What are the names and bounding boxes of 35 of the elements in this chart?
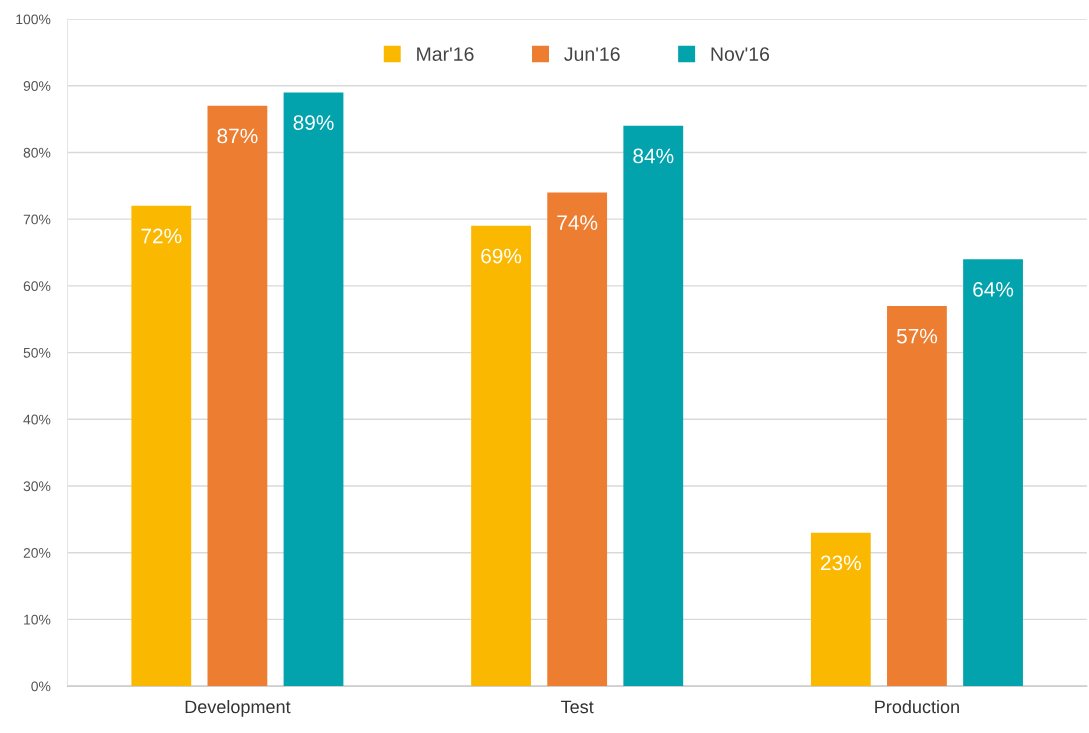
- data-label: 74%: [557, 215, 598, 230]
- y-tick-label: 10%: [24, 614, 51, 625]
- data-label: 57%: [896, 328, 938, 344]
- y-tick-label: 60%: [23, 281, 51, 292]
- x-tick-label: Development: [185, 699, 291, 717]
- bar: [887, 305, 947, 687]
- bar: [547, 192, 608, 687]
- data-label: 69%: [481, 248, 522, 264]
- y-tick-label: 20%: [23, 548, 51, 558]
- legend-label: Mar'16: [417, 47, 474, 61]
- x-tick-label: Production: [875, 699, 959, 714]
- data-label: 89%: [293, 115, 334, 130]
- y-tick-label: 80%: [23, 147, 51, 158]
- bar: [810, 532, 871, 687]
- y-tick-label: 70%: [23, 214, 51, 225]
- data-label: 23%: [821, 555, 861, 571]
- x-tick-label: Test: [561, 700, 594, 714]
- bar: [623, 125, 684, 687]
- bar: [283, 92, 344, 687]
- data-label: 87%: [217, 128, 258, 144]
- y-tick-label: 30%: [23, 481, 51, 492]
- legend-label: Jun'16: [564, 47, 620, 61]
- bar: [207, 105, 268, 687]
- data-label: 64%: [973, 281, 1014, 297]
- y-tick-label: 90%: [23, 81, 51, 91]
- bar: [963, 259, 1023, 687]
- bar: [471, 225, 531, 687]
- bar: [131, 205, 192, 687]
- data-label: 72%: [141, 228, 182, 244]
- y-tick-label: 50%: [23, 347, 51, 358]
- data-label: 84%: [633, 148, 674, 164]
- y-tick-label: 0%: [31, 681, 51, 692]
- legend-label: Nov'16: [711, 47, 770, 61]
- y-tick-label: 40%: [23, 414, 51, 425]
- y-tick-label: 100%: [16, 14, 51, 25]
